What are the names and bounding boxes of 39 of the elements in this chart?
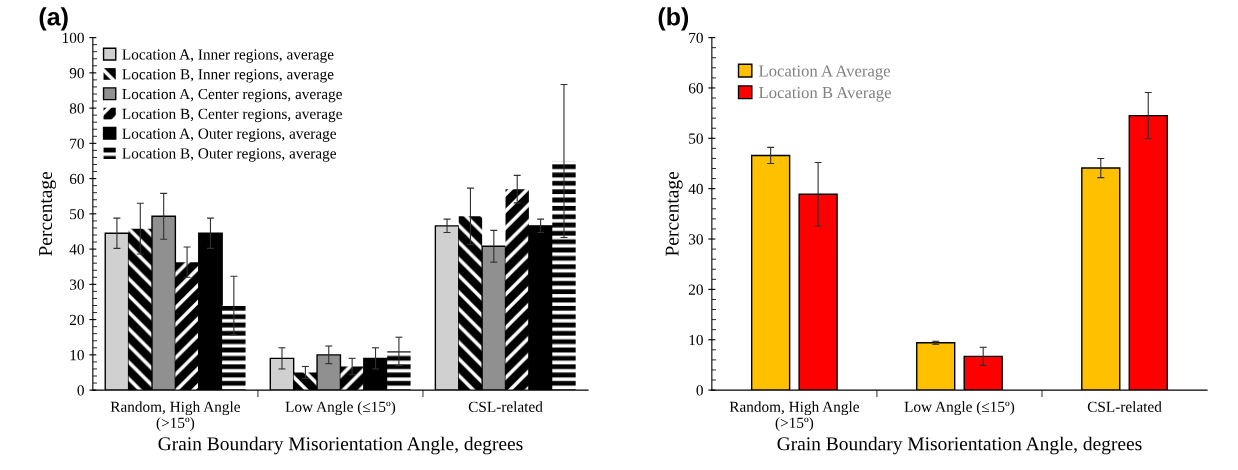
y-tick-label: 90 [69,67,84,79]
y-tick-label: 40 [69,244,84,255]
y-tick-label: 50 [70,208,84,220]
y-tick-label: 60 [688,83,703,94]
chart-title: (a) [39,7,68,31]
chart-title: (b) [658,7,689,31]
x-tick-label: Random, High Angle (>15º) [729,401,859,432]
legend-label: Location B, Center regions, average [122,108,342,123]
y-axis-title: Percentage [39,171,57,256]
legend-label: Location B Average [759,86,891,102]
x-tick-label: CSL-related [468,401,543,412]
y-tick-label: 30 [69,279,84,290]
legend-label: Location A, Center regions, average [122,88,342,103]
legend-label: Location A Average [759,65,891,81]
x-tick-label: Low Angle (≤15º) [904,401,1015,416]
y-tick-label: 80 [69,103,84,114]
y-tick-label: 10 [689,334,703,346]
legend-label: Location B, Inner regions, average [122,69,334,83]
y-tick-label: 20 [688,284,703,295]
x-tick-label: Low Angle (≤15º) [285,401,396,416]
y-tick-label: 50 [689,133,703,144]
y-tick-label: 20 [69,314,84,326]
legend-label: Location A, Inner regions, average [122,49,334,63]
y-tick-label: 0 [77,385,84,396]
y-axis-title: Percentage [665,171,683,256]
y-tick-label: 10 [70,349,84,361]
y-tick-label: 70 [689,32,703,44]
y-tick-label: 70 [70,138,84,149]
y-tick-label: 100 [62,32,84,44]
legend-label: Location A, Outer regions, average [122,128,337,142]
y-tick-label: 60 [69,173,84,185]
x-tick-label: Random, High Angle (>15º) [110,401,240,432]
x-axis-title: Grain Boundary Misorientation Angle, degrees [777,436,1142,455]
legend-label: Location B, Outer regions, average [122,148,337,162]
x-tick-label: CSL-related [1087,401,1162,412]
y-tick-label: 40 [688,183,703,195]
y-tick-label: 30 [688,234,703,245]
y-tick-label: 0 [696,385,703,396]
x-axis-title: Grain Boundary Misorientation Angle, degrees [158,436,523,455]
